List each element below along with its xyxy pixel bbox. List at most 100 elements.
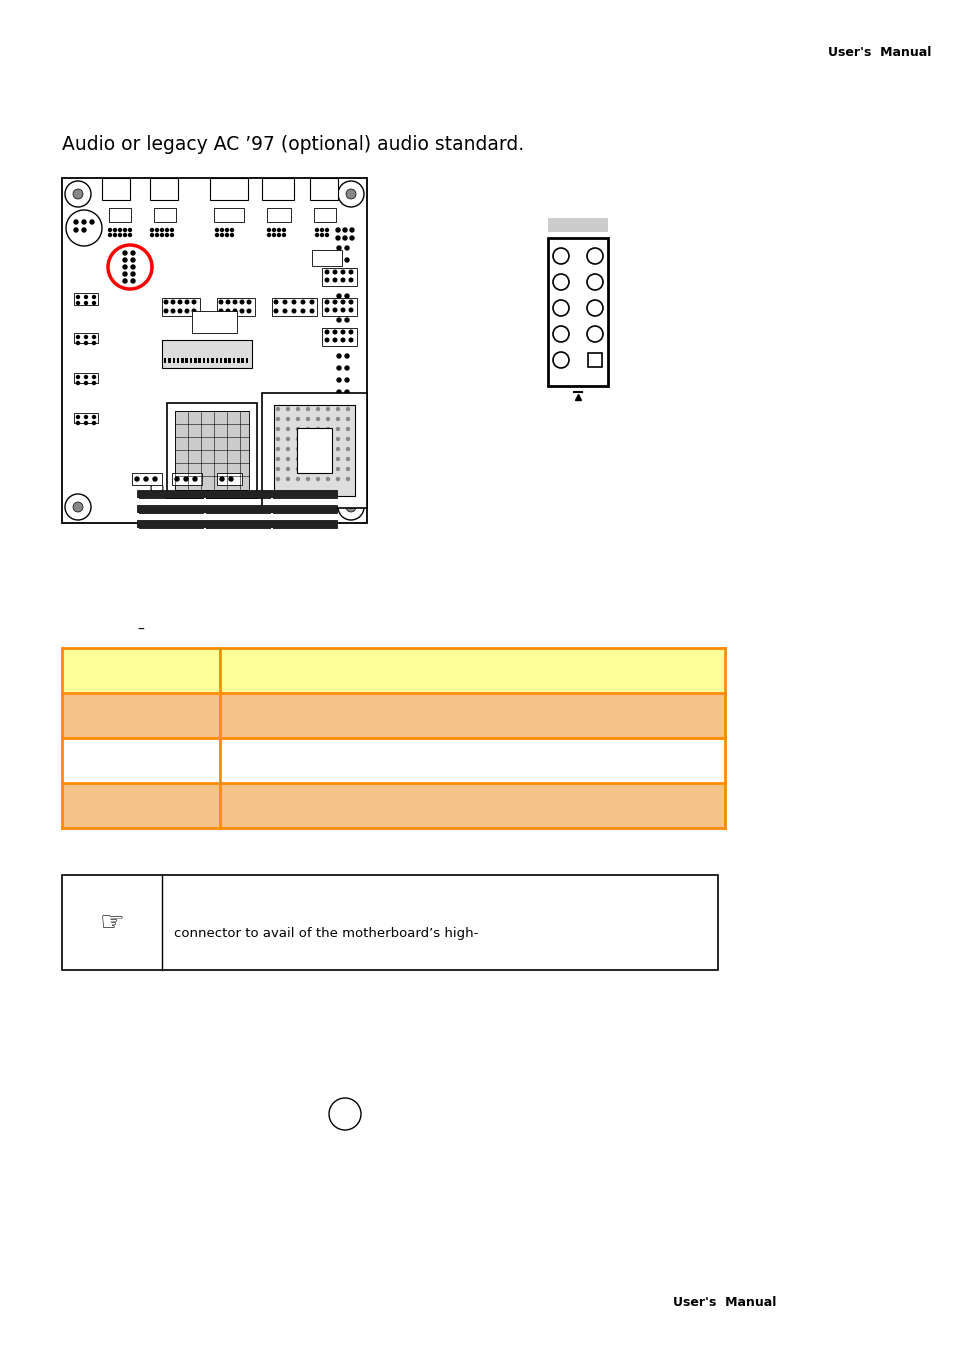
Circle shape xyxy=(165,234,169,236)
Circle shape xyxy=(151,228,153,231)
Circle shape xyxy=(346,437,349,440)
Circle shape xyxy=(315,234,318,236)
Bar xyxy=(322,298,356,316)
Circle shape xyxy=(306,437,309,440)
Circle shape xyxy=(336,319,340,323)
Circle shape xyxy=(66,211,102,246)
Circle shape xyxy=(343,236,347,240)
Circle shape xyxy=(123,265,127,269)
Circle shape xyxy=(345,319,349,323)
Circle shape xyxy=(345,342,349,346)
Circle shape xyxy=(341,308,344,312)
Circle shape xyxy=(73,502,83,512)
Circle shape xyxy=(85,416,88,418)
Circle shape xyxy=(349,339,353,342)
Bar xyxy=(213,208,244,221)
Circle shape xyxy=(276,458,279,460)
Circle shape xyxy=(274,300,277,304)
Bar xyxy=(62,178,367,522)
Bar xyxy=(216,298,254,316)
Bar xyxy=(62,738,724,783)
Bar xyxy=(215,358,218,363)
Circle shape xyxy=(326,467,329,471)
Circle shape xyxy=(155,228,158,231)
Circle shape xyxy=(82,228,86,232)
Circle shape xyxy=(336,437,340,441)
Circle shape xyxy=(76,382,79,385)
Circle shape xyxy=(336,450,340,454)
Bar xyxy=(74,293,98,305)
Bar xyxy=(237,358,239,363)
Circle shape xyxy=(350,236,354,240)
Circle shape xyxy=(85,301,88,305)
Circle shape xyxy=(73,189,83,198)
Circle shape xyxy=(123,271,127,275)
Circle shape xyxy=(345,306,349,310)
Circle shape xyxy=(231,228,233,231)
Circle shape xyxy=(273,234,275,236)
Bar xyxy=(176,358,179,363)
Circle shape xyxy=(286,458,289,460)
Circle shape xyxy=(553,352,568,369)
Bar xyxy=(192,310,236,333)
Circle shape xyxy=(336,390,340,394)
Bar xyxy=(220,358,222,363)
Circle shape xyxy=(345,402,349,406)
Bar xyxy=(102,178,130,200)
Bar xyxy=(224,358,227,363)
Circle shape xyxy=(315,228,318,231)
Circle shape xyxy=(296,417,299,420)
Bar xyxy=(172,358,175,363)
Circle shape xyxy=(346,447,349,451)
Circle shape xyxy=(336,270,340,274)
Circle shape xyxy=(316,458,319,460)
Circle shape xyxy=(345,414,349,418)
Bar xyxy=(241,358,244,363)
Circle shape xyxy=(325,300,329,304)
Circle shape xyxy=(336,294,340,298)
Bar xyxy=(229,358,231,363)
Circle shape xyxy=(144,477,148,481)
Circle shape xyxy=(286,417,289,420)
Circle shape xyxy=(336,329,340,333)
Circle shape xyxy=(326,417,329,420)
Circle shape xyxy=(325,331,329,333)
Circle shape xyxy=(316,428,319,431)
Circle shape xyxy=(586,274,602,290)
Circle shape xyxy=(310,300,314,304)
Bar xyxy=(164,358,167,363)
Circle shape xyxy=(118,228,121,231)
Circle shape xyxy=(316,408,319,410)
Circle shape xyxy=(326,447,329,451)
Circle shape xyxy=(349,308,353,312)
Circle shape xyxy=(74,220,78,224)
Circle shape xyxy=(240,309,244,313)
Circle shape xyxy=(286,447,289,451)
Bar xyxy=(267,208,291,221)
Bar xyxy=(271,513,273,516)
Bar xyxy=(74,373,98,383)
Circle shape xyxy=(65,181,91,207)
Circle shape xyxy=(296,428,299,431)
Circle shape xyxy=(296,408,299,410)
Circle shape xyxy=(296,458,299,460)
Circle shape xyxy=(226,300,230,304)
Circle shape xyxy=(349,270,353,274)
Circle shape xyxy=(171,234,173,236)
Circle shape xyxy=(345,437,349,441)
Circle shape xyxy=(113,234,116,236)
Circle shape xyxy=(123,279,127,284)
Circle shape xyxy=(336,378,340,382)
Circle shape xyxy=(336,408,339,410)
Circle shape xyxy=(178,300,182,304)
Circle shape xyxy=(306,447,309,451)
Circle shape xyxy=(123,251,127,255)
Bar xyxy=(262,178,294,200)
Circle shape xyxy=(129,234,132,236)
Circle shape xyxy=(346,458,349,460)
Circle shape xyxy=(229,477,233,481)
Circle shape xyxy=(553,248,568,265)
Circle shape xyxy=(65,494,91,520)
Circle shape xyxy=(336,342,340,346)
Circle shape xyxy=(85,296,88,298)
